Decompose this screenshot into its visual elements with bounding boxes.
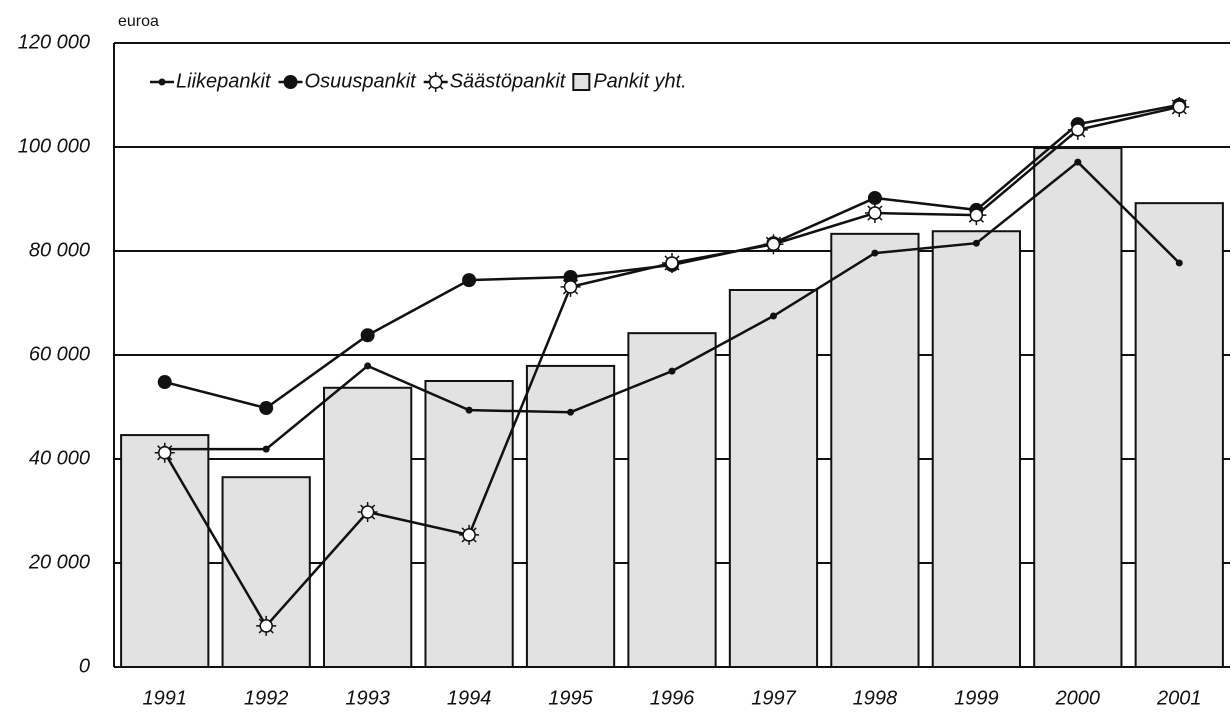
x-tick-label: 1999 <box>954 687 999 709</box>
marker <box>459 524 480 545</box>
marker-ring <box>157 446 172 460</box>
marker-rays <box>1067 119 1088 140</box>
legend-swatch <box>572 73 591 91</box>
marker-ring <box>462 528 476 542</box>
marker-ring <box>1172 100 1187 114</box>
bar <box>627 332 717 668</box>
x-tick-label: 1991 <box>142 687 187 709</box>
marker <box>360 328 375 343</box>
legend-marker <box>158 78 166 86</box>
marker-ring <box>259 619 273 633</box>
y-tick-label: 40 000 <box>29 447 90 469</box>
bar <box>323 386 413 668</box>
marker <box>668 367 676 375</box>
legend-label: Säästöpankit <box>450 70 567 92</box>
legend-marker-dot <box>158 78 166 86</box>
marker <box>262 445 270 453</box>
marker-rays <box>357 502 378 523</box>
y-tick-label: 120 000 <box>18 31 90 53</box>
marker <box>560 276 581 297</box>
marker-ring <box>360 505 375 519</box>
x-tick-label: 1992 <box>244 687 289 709</box>
legend-marker-dot <box>283 75 298 89</box>
bar <box>120 434 210 668</box>
x-tick-label: 2001 <box>1156 687 1202 709</box>
marker <box>364 362 372 370</box>
marker-rays <box>763 234 784 255</box>
y-tick-label: 100 000 <box>18 135 90 157</box>
marker <box>769 312 777 320</box>
marker <box>462 273 477 288</box>
marker-rays <box>1169 96 1190 117</box>
y-tick-label: 20 000 <box>28 551 90 573</box>
bar <box>830 232 920 668</box>
marker-rays <box>459 524 480 545</box>
marker-rays <box>154 442 175 463</box>
x-tick-label: 1993 <box>345 687 390 709</box>
marker <box>256 615 277 636</box>
y-tick-label: 80 000 <box>29 239 90 261</box>
marker <box>662 252 682 273</box>
marker-ring <box>868 206 882 220</box>
marker <box>1067 119 1088 140</box>
bar <box>424 380 514 668</box>
marker-rays <box>662 252 682 273</box>
legend-marker-ring <box>428 75 443 89</box>
x-tick-label: 2000 <box>1055 687 1101 709</box>
legend-label: Pankit yht. <box>593 70 686 92</box>
marker <box>1074 158 1082 166</box>
x-tick-label: 1997 <box>751 687 796 709</box>
legend-label: Osuuspankit <box>305 70 418 92</box>
marker <box>157 375 172 390</box>
bar <box>931 230 1021 669</box>
marker <box>972 239 980 247</box>
bar <box>1033 147 1123 669</box>
marker <box>1169 96 1190 117</box>
y-tick-label: 60 000 <box>29 343 90 365</box>
marker <box>966 205 987 226</box>
marker <box>867 190 882 205</box>
legend-label: Liikepankit <box>176 70 272 92</box>
marker-rays <box>560 276 581 297</box>
marker-ring <box>766 237 781 251</box>
y-tick-label: 0 <box>79 655 90 677</box>
x-tick-label: 1994 <box>447 687 492 709</box>
marker-ring <box>969 208 984 222</box>
bar <box>1134 202 1224 668</box>
marker <box>357 502 378 523</box>
marker <box>871 249 879 257</box>
legend-marker-rays <box>425 72 446 92</box>
marker <box>1175 259 1183 267</box>
marker <box>154 442 175 463</box>
marker-ring <box>1071 123 1085 137</box>
marker <box>259 401 274 416</box>
legend-marker <box>283 75 298 89</box>
marker-ring <box>563 280 578 294</box>
x-tick-label: 1998 <box>853 687 898 709</box>
marker <box>763 234 784 255</box>
bar <box>525 364 616 668</box>
x-tick-label: 1995 <box>548 687 593 709</box>
marker-rays <box>864 203 885 224</box>
y-axis-label: euroa <box>118 13 159 30</box>
legend: Liikepankit Osuuspankit Säästöpankit Pankit… <box>150 70 687 92</box>
marker-rays <box>256 615 277 636</box>
marker <box>864 203 885 224</box>
marker <box>465 406 473 414</box>
marker <box>567 408 575 416</box>
marker-rays <box>966 205 987 226</box>
x-tick-label: 1996 <box>650 687 695 709</box>
legend-marker <box>425 72 446 92</box>
marker-ring <box>665 256 679 270</box>
bar <box>728 289 819 668</box>
